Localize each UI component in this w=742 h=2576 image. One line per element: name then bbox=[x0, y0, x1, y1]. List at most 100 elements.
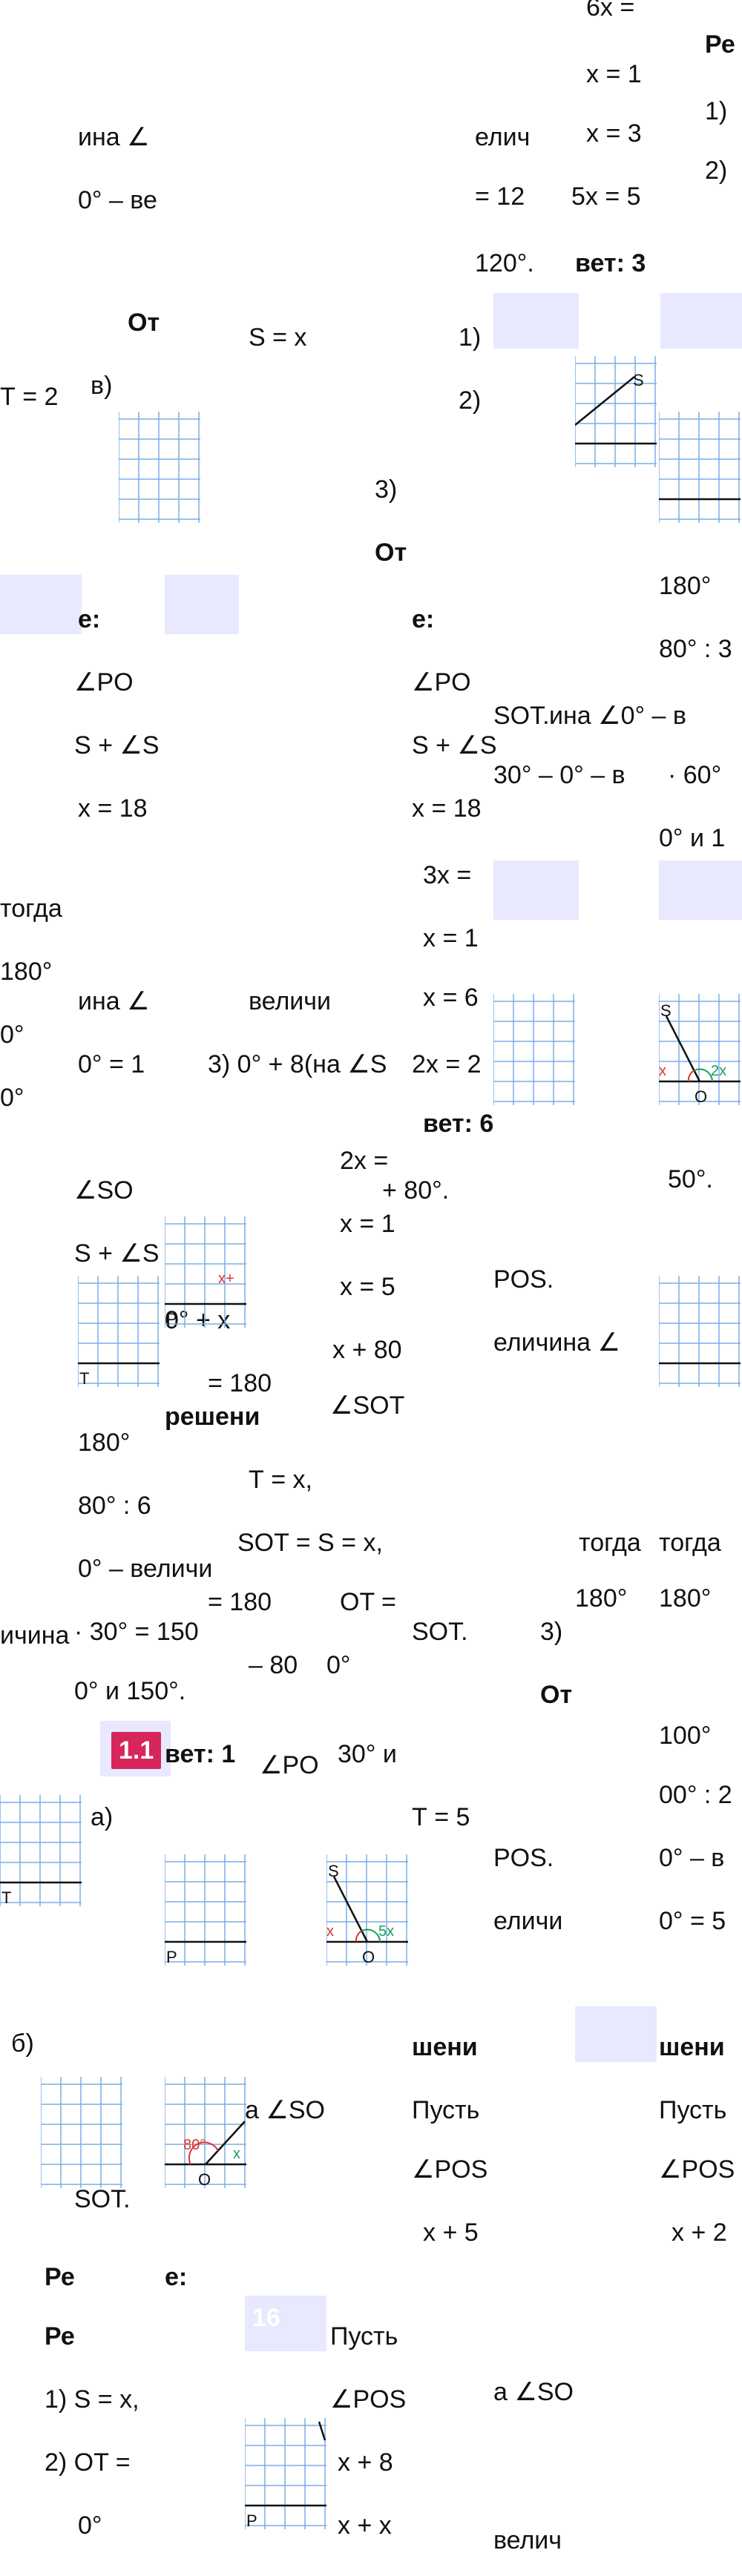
text-fragment: От bbox=[128, 309, 160, 337]
page-number-badge: 16 bbox=[252, 2304, 280, 2332]
diagram-ray bbox=[318, 2421, 326, 2441]
text-fragment: 0° bbox=[326, 1651, 351, 1679]
diagram-label: T bbox=[1, 1888, 11, 1906]
text-fragment: 180° bbox=[0, 958, 53, 986]
highlight-block bbox=[659, 860, 742, 920]
text-fragment: POS. bbox=[493, 1265, 554, 1294]
text-fragment: а ∠SO bbox=[245, 2096, 325, 2124]
grid-diagram bbox=[119, 412, 200, 523]
text-fragment: S + ∠S bbox=[74, 1239, 160, 1268]
text-fragment: 0° – в bbox=[659, 1844, 725, 1872]
text-fragment: 30° и bbox=[338, 1740, 397, 1768]
diagram-label: 2x bbox=[711, 1063, 726, 1079]
text-fragment: 180° bbox=[575, 1584, 628, 1613]
text-fragment: 0° + x bbox=[165, 1306, 231, 1334]
diagram-ray bbox=[575, 376, 635, 426]
highlight-block bbox=[0, 575, 82, 634]
text-fragment: x = 6 bbox=[423, 984, 479, 1012]
task-number-badge: 1.1 bbox=[111, 1732, 162, 1769]
text-fragment: S + ∠S bbox=[74, 731, 160, 760]
text-fragment: 2) bbox=[705, 157, 728, 185]
text-fragment: величи bbox=[249, 987, 331, 1015]
diagram-ray bbox=[205, 2121, 246, 2165]
text-fragment: ина ∠ bbox=[78, 123, 150, 151]
diagram-label: x bbox=[233, 2146, 240, 2162]
text-fragment: Ре bbox=[45, 2322, 75, 2351]
text-fragment: еличи bbox=[493, 1907, 563, 1935]
grid-svg bbox=[659, 412, 741, 523]
text-fragment: 1) S = x, bbox=[45, 2385, 139, 2414]
diagram-label: O bbox=[695, 1087, 707, 1105]
diagram-label: S bbox=[660, 1001, 672, 1020]
text-fragment: ∠SOT bbox=[330, 1391, 405, 1420]
diagram-label: x bbox=[326, 1923, 334, 1940]
text-fragment: 180° bbox=[659, 572, 712, 600]
text-fragment: POS. bbox=[493, 1844, 554, 1872]
grid-svg: S Ox 5x bbox=[326, 1854, 408, 1966]
text-fragment: 0° bbox=[0, 1084, 24, 1112]
grid-diagram: T bbox=[78, 1276, 160, 1387]
text-fragment: Т = x, bbox=[249, 1466, 312, 1494]
highlight-block bbox=[165, 575, 239, 634]
text-fragment: 0° bbox=[0, 1021, 24, 1049]
text-fragment: тогда bbox=[579, 1529, 641, 1557]
text-fragment: = 180 bbox=[208, 1588, 272, 1616]
text-fragment: е: bbox=[412, 605, 435, 633]
text-fragment: ина ∠0° – в bbox=[549, 702, 686, 730]
text-fragment: ∠PO bbox=[74, 668, 134, 696]
grid-svg: P bbox=[165, 1854, 246, 1966]
grid-diagram: x+ P bbox=[165, 1216, 246, 1328]
text-fragment: ина ∠ bbox=[78, 987, 150, 1015]
highlight-block bbox=[575, 2006, 657, 2062]
text-fragment: 3) bbox=[375, 475, 398, 504]
text-fragment: x + x bbox=[338, 2511, 392, 2540]
text-fragment: 0° bbox=[78, 2511, 102, 2540]
text-fragment: 0° = 5 bbox=[659, 1907, 726, 1935]
text-fragment: в) bbox=[91, 372, 113, 400]
text-fragment: + 80°. bbox=[382, 1176, 450, 1205]
diagram-label: 80° bbox=[183, 2137, 206, 2153]
grid-svg: T bbox=[78, 1276, 160, 1387]
text-fragment: = 12 bbox=[475, 182, 525, 211]
highlight-block bbox=[493, 293, 579, 349]
text-fragment: x + 5 bbox=[423, 2218, 479, 2247]
text-fragment: шени bbox=[659, 2033, 725, 2061]
diagram-label: x+ bbox=[218, 1271, 234, 1287]
grid-svg: S bbox=[575, 356, 657, 467]
text-fragment: вет: 1 bbox=[165, 1740, 236, 1768]
diagram-label: P bbox=[166, 1310, 177, 1328]
text-fragment: а ∠SO bbox=[493, 2378, 574, 2406]
text-fragment: SOT. bbox=[493, 702, 550, 730]
grid-diagram bbox=[493, 994, 575, 1105]
grid-svg: x+ P bbox=[165, 1216, 246, 1328]
diagram-label: T bbox=[79, 1369, 89, 1387]
text-fragment: SOT = S = x, bbox=[237, 1529, 383, 1557]
text-fragment: решени bbox=[165, 1403, 260, 1431]
text-fragment: шени bbox=[412, 2033, 478, 2061]
text-fragment: Ре bbox=[45, 2263, 75, 2291]
text-fragment: x = 1 bbox=[423, 924, 479, 952]
text-fragment: вет: 3 bbox=[575, 249, 646, 277]
text-fragment: 2) OT = bbox=[45, 2448, 131, 2477]
grid-svg bbox=[41, 2077, 122, 2188]
grid-svg bbox=[119, 412, 200, 523]
text-fragment: Т = 5 bbox=[412, 1803, 470, 1831]
text-fragment: 3x = bbox=[423, 861, 472, 889]
text-fragment: Ре bbox=[705, 30, 735, 59]
text-fragment: SOT. bbox=[74, 2185, 131, 2213]
text-fragment: ∠PO bbox=[260, 1751, 319, 1779]
text-fragment: ∠POS bbox=[330, 2385, 407, 2414]
text-fragment: тогда bbox=[0, 895, 62, 923]
text-fragment: 1) bbox=[705, 97, 728, 125]
angle-arc bbox=[361, 1928, 381, 1943]
angle-arc bbox=[188, 2141, 219, 2165]
diagram-label: x bbox=[659, 1063, 666, 1079]
highlight-block bbox=[493, 860, 579, 920]
text-fragment: Т = 2 bbox=[0, 383, 59, 411]
text-fragment: 50°. bbox=[668, 1165, 713, 1193]
grid-svg: P bbox=[245, 2418, 326, 2529]
text-fragment: 80° : 3 bbox=[659, 635, 732, 663]
text-fragment: елич bbox=[475, 123, 531, 151]
diagram-ray bbox=[332, 1876, 369, 1943]
text-fragment: · 60° bbox=[668, 761, 722, 789]
